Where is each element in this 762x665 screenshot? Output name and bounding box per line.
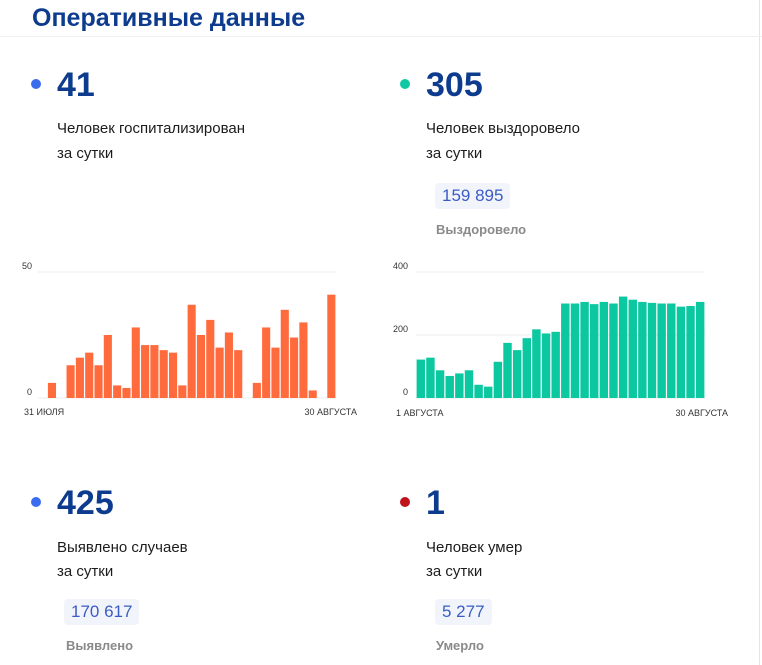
header-divider xyxy=(0,36,762,37)
cases-total-label: Выявлено xyxy=(66,638,134,653)
recovered-bar xyxy=(445,375,454,398)
recovered-y-tick-label: 400 xyxy=(393,261,408,271)
recovered-bar xyxy=(580,301,589,398)
hospitalized-label-line2: за сутки xyxy=(57,145,114,162)
deaths-dot xyxy=(400,497,410,507)
recovered-bar xyxy=(695,301,705,398)
recovered-bar xyxy=(435,370,445,398)
hospitalized-bar xyxy=(141,345,150,398)
recovered-bar xyxy=(599,301,609,398)
recovered-total: 159 895 xyxy=(435,183,511,209)
hospitalized-bar xyxy=(290,337,299,398)
recovered-bar xyxy=(609,303,618,398)
hospitalized-bar xyxy=(168,352,178,398)
hospitalized-label-line1: Человек госпитализирован xyxy=(57,120,246,137)
cases-total: 170 617 xyxy=(64,599,140,625)
hospitalized-bar xyxy=(66,365,75,398)
hospitalized-bar xyxy=(327,294,336,398)
cases-label-line1: Выявлено случаев xyxy=(57,539,188,556)
hospitalized-bar xyxy=(159,350,168,398)
hospitalized-chart: 0 50 31 ИЮЛЯ 30 АВГУСТА xyxy=(20,260,365,420)
hospitalized-bar xyxy=(113,385,122,398)
hospitalized-bar xyxy=(94,365,103,398)
hospitalized-bar xyxy=(224,332,233,398)
recovered-bar xyxy=(416,359,426,398)
page-title: Оперативные данные xyxy=(32,4,306,32)
recovered-label-line1: Человек выздоровело xyxy=(426,120,580,137)
hospitalized-dot xyxy=(31,79,41,89)
hospitalized-bar xyxy=(122,387,131,398)
hospitalized-bar xyxy=(178,385,187,398)
deaths-value: 1 xyxy=(426,484,445,522)
deaths-total: 5 277 xyxy=(435,599,492,625)
recovered-value: 305 xyxy=(426,66,483,104)
recovered-x-end-label: 30 АВГУСТА xyxy=(675,408,728,418)
hospitalized-bar xyxy=(280,309,289,398)
hospitalized-bar xyxy=(271,347,280,398)
recovered-bar xyxy=(561,303,570,398)
hospitalized-bar xyxy=(103,335,112,398)
cases-dot xyxy=(31,497,41,507)
recovered-bar xyxy=(676,306,686,398)
deaths-label-line1: Человек умер xyxy=(426,539,523,556)
hospitalized-value: 41 xyxy=(57,66,95,104)
recovered-bar xyxy=(570,303,580,398)
hospitalized-bar xyxy=(47,382,57,398)
hospitalized-bar xyxy=(262,327,271,398)
hospitalized-bar xyxy=(215,347,224,398)
hospitalized-bar xyxy=(85,352,94,398)
recovered-chart-svg: 0 200 400 1 АВГУСТА 30 АВГУСТА xyxy=(393,261,728,418)
recovered-bar xyxy=(647,302,657,398)
hospitalized-bar xyxy=(252,382,261,398)
hospitalized-bar xyxy=(206,319,215,398)
recovered-bar xyxy=(464,370,474,398)
recovered-y-tick-label: 0 xyxy=(403,387,408,397)
hospitalized-bar xyxy=(150,345,159,398)
recovered-bar xyxy=(512,350,522,398)
hospitalized-y-tick-label: 0 xyxy=(27,387,32,397)
hospitalized-bar xyxy=(187,304,196,398)
hospitalized-bar xyxy=(196,335,206,398)
deaths-total-label: Умерло xyxy=(436,638,484,653)
recovered-bar xyxy=(638,301,647,398)
recovered-total-label: Выздоровело xyxy=(436,222,527,237)
cases-label-line2: за сутки xyxy=(57,563,114,580)
recovered-bar xyxy=(541,333,551,398)
recovered-bar xyxy=(503,342,512,398)
hospitalized-chart-svg: 0 50 31 ИЮЛЯ 30 АВГУСТА xyxy=(22,261,357,417)
recovered-bar xyxy=(667,303,676,398)
cases-value: 425 xyxy=(57,484,114,522)
recovered-chart: 0 200 400 1 АВГУСТА 30 АВГУСТА xyxy=(388,260,733,422)
hospitalized-bar xyxy=(234,350,243,398)
recovered-bar xyxy=(590,304,599,398)
recovered-bar xyxy=(455,373,464,398)
recovered-bar xyxy=(426,357,435,398)
recovered-bar xyxy=(522,338,531,398)
window-edge xyxy=(759,0,760,665)
hospitalized-bar xyxy=(75,357,84,398)
hospitalized-bar xyxy=(131,327,140,398)
hospitalized-x-end-label: 30 АВГУСТА xyxy=(304,407,357,417)
recovered-bar xyxy=(686,306,695,398)
hospitalized-x-start-label: 31 ИЮЛЯ xyxy=(24,407,64,417)
recovered-bar xyxy=(532,329,541,398)
recovered-dot xyxy=(400,79,410,89)
recovered-bar xyxy=(628,299,637,398)
recovered-bar xyxy=(474,384,483,398)
recovered-bar xyxy=(618,296,628,398)
recovered-bar xyxy=(657,303,666,398)
hospitalized-y-tick-label: 50 xyxy=(22,261,32,271)
recovered-bar xyxy=(484,386,493,398)
recovered-bar xyxy=(493,361,503,398)
recovered-bar xyxy=(551,331,560,398)
recovered-y-tick-label: 200 xyxy=(393,324,408,334)
deaths-label-line2: за сутки xyxy=(426,563,483,580)
recovered-x-start-label: 1 АВГУСТА xyxy=(396,408,444,418)
hospitalized-bar xyxy=(299,322,308,398)
hospitalized-bar xyxy=(308,390,317,398)
recovered-label-line2: за сутки xyxy=(426,145,483,162)
